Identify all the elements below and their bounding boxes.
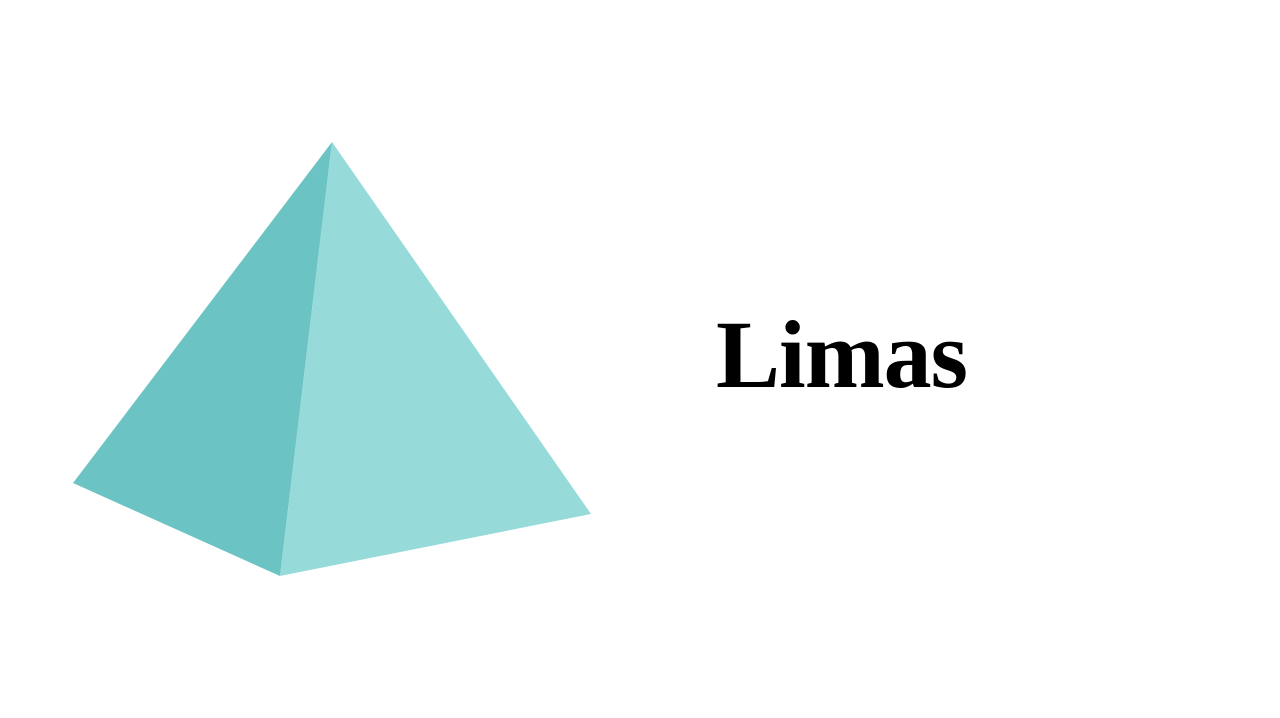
slide-title: Limas xyxy=(716,301,968,408)
pyramid-left-face xyxy=(73,142,332,576)
pyramid-right-face xyxy=(280,142,591,576)
